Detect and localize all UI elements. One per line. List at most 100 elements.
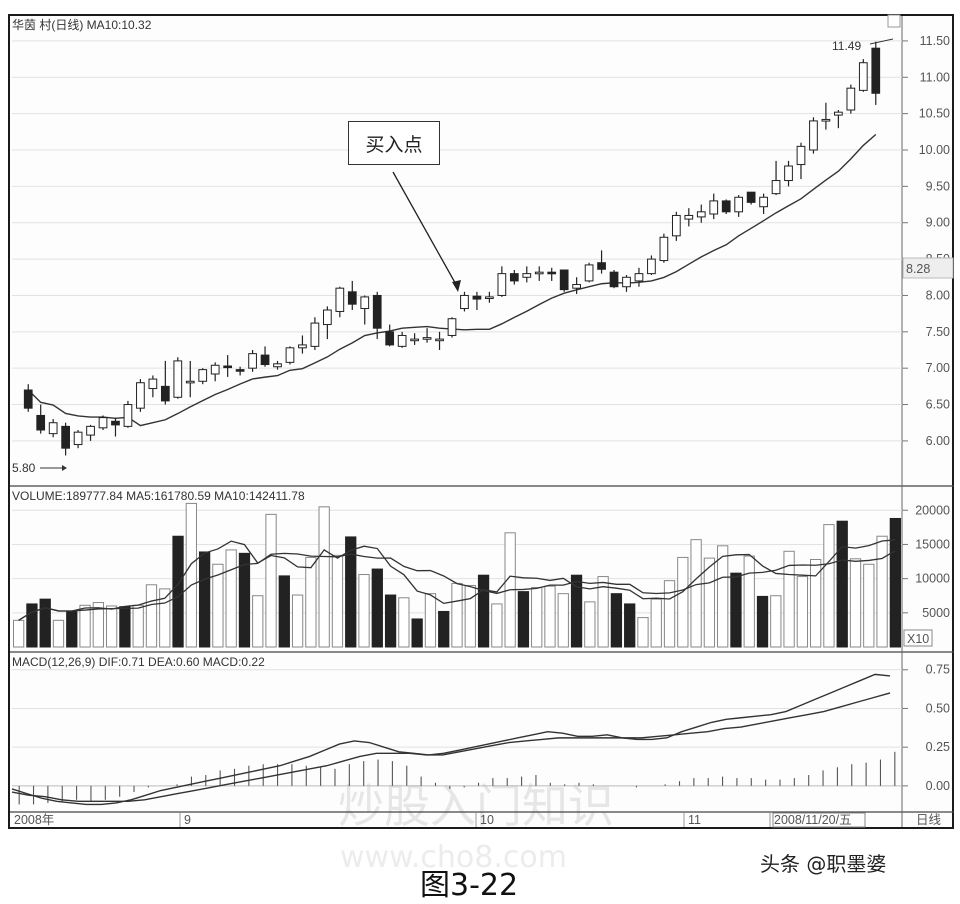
x-axis-label: 11: [688, 813, 701, 827]
x-axis-label: 2008/11/20/五: [774, 813, 852, 827]
volume-bar-up: [849, 558, 862, 648]
volume-bar-down: [345, 536, 357, 648]
up-candle: [410, 338, 419, 342]
volume-bar-up: [424, 593, 437, 648]
up-candle: [809, 120, 818, 151]
volume-bar-up: [810, 558, 822, 648]
ma10-volume-line: [18, 550, 896, 621]
price-tick-label: 9.00: [926, 216, 950, 230]
up-candle: [397, 334, 407, 347]
up-candle: [659, 236, 669, 262]
volume-bar-up: [105, 605, 118, 648]
up-candle: [360, 296, 370, 310]
volume-bar-up: [690, 539, 702, 648]
price-tick-label: 8.00: [926, 288, 950, 302]
down-candle: [36, 414, 46, 431]
volume-bar-up: [783, 550, 795, 648]
macd-tick-label: 0.00: [926, 779, 950, 793]
up-candle: [210, 364, 220, 375]
volume-bar-up: [823, 524, 835, 648]
volume-bar-up: [305, 556, 317, 648]
down-candle: [111, 420, 120, 426]
up-candle: [734, 196, 744, 213]
buy-point-label: 买入点: [365, 133, 423, 156]
volume-bar-down: [278, 575, 290, 648]
volume-bar-up: [743, 555, 755, 648]
up-candle: [136, 382, 145, 409]
up-candle: [647, 258, 656, 275]
date-box: [772, 812, 866, 828]
up-candle: [497, 273, 507, 296]
up-candle: [73, 431, 83, 446]
macd-tick-label: 0.75: [926, 663, 950, 677]
period-label: 日线: [916, 813, 942, 827]
price-tick-label: 11.00: [920, 70, 950, 84]
up-candle: [759, 196, 768, 208]
price-tick-label: 7.50: [926, 325, 950, 339]
up-candle: [460, 294, 469, 310]
volume-panel-title: VOLUME:189777.84 MA5:161780.59 MA10:1424…: [12, 489, 305, 503]
up-candle: [98, 417, 108, 429]
down-candle: [597, 262, 606, 270]
volume-bar-down: [172, 535, 184, 648]
high-label: 11.49: [832, 39, 861, 53]
volume-bar-down: [66, 610, 78, 648]
volume-bar-down: [836, 520, 848, 648]
volume-bar-down: [477, 574, 490, 648]
price-tick-label: 7.00: [926, 361, 950, 375]
down-candle: [721, 200, 731, 213]
up-candle: [584, 264, 594, 282]
down-candle: [372, 294, 382, 329]
volume-bar-down: [756, 595, 769, 648]
volume-bar-down: [730, 572, 742, 648]
buy-point-arrow: [392, 171, 459, 289]
volume-bar-up: [637, 617, 649, 648]
buy-point-callout: 买入点: [348, 121, 440, 165]
up-candle: [534, 271, 544, 275]
volume-bar-down: [517, 591, 530, 648]
volume-tick-label: 15000: [915, 537, 950, 551]
volume-bar-down: [39, 598, 51, 648]
up-candle: [522, 273, 532, 278]
up-candle: [435, 338, 444, 342]
down-candle: [223, 365, 233, 369]
volume-bar-down: [119, 606, 131, 648]
dea-line: [11, 692, 891, 803]
volume-bar-up: [796, 576, 809, 648]
volume-bar-down: [624, 603, 636, 648]
down-candle: [260, 354, 270, 366]
up-candle: [834, 111, 843, 116]
volume-bar-down: [570, 574, 583, 648]
volume-bar-up: [13, 619, 25, 648]
volume-bar-up: [584, 601, 596, 648]
volume-bar-up: [876, 535, 888, 648]
volume-tick-label: 5000: [922, 606, 950, 620]
up-candle: [572, 284, 582, 289]
volume-bar-down: [411, 618, 423, 648]
ma5-volume-line: [18, 539, 896, 621]
volume-unit-box: [903, 629, 933, 647]
up-candle: [784, 165, 793, 182]
volume-bar-up: [145, 584, 158, 648]
volume-bar-down: [198, 551, 211, 648]
up-candle: [796, 145, 806, 166]
volume-bar-up: [185, 502, 197, 648]
up-candle: [248, 353, 257, 369]
down-candle: [385, 331, 395, 346]
up-candle: [709, 200, 719, 215]
volume-bar-down: [889, 517, 902, 648]
up-candle: [86, 425, 95, 436]
corner-box: [887, 14, 901, 28]
current-price-tag: [902, 257, 954, 279]
price-tick-label: 6.50: [926, 398, 950, 412]
credit-label: 头条 @职墨婆: [760, 852, 887, 876]
price-tick-label: 9.50: [926, 179, 950, 193]
up-candle: [846, 87, 856, 111]
price-tick-label: 10.50: [919, 107, 950, 121]
volume-bar-up: [650, 598, 662, 648]
up-candle: [310, 322, 320, 347]
up-candle: [634, 273, 644, 282]
up-candle: [858, 62, 868, 91]
volume-bar-down: [26, 603, 38, 648]
volume-tick-label: 20000: [915, 503, 950, 517]
